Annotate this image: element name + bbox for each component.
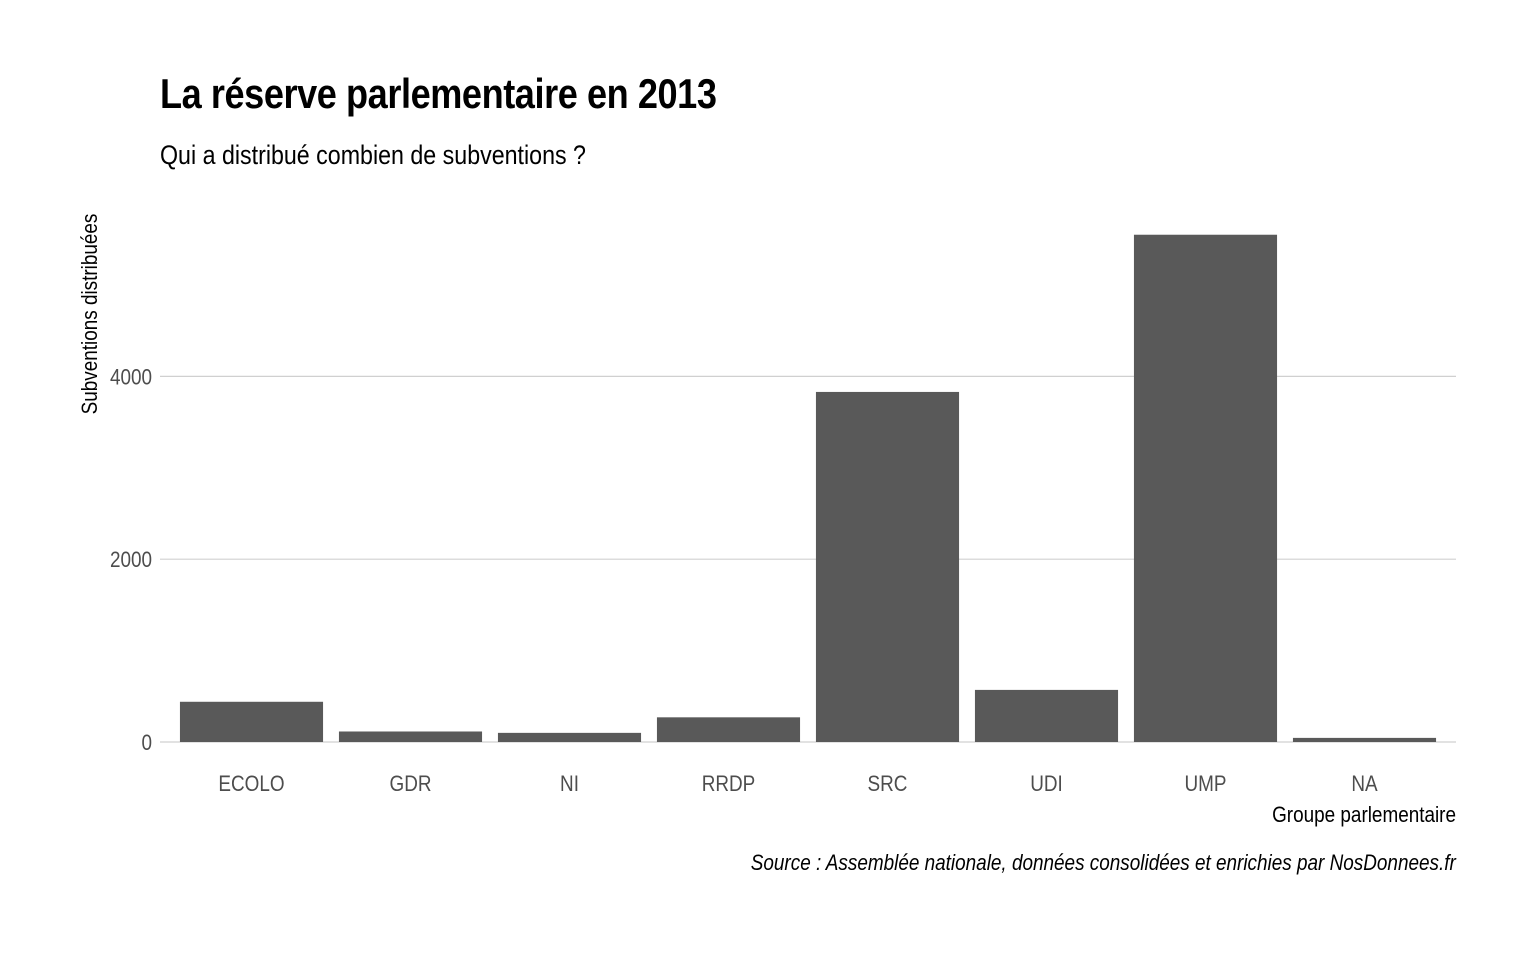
chart-caption: Source : Assemblée nationale, données co… <box>750 850 1456 875</box>
x-tick-label-udi: UDI <box>1030 772 1063 797</box>
x-tick-label-ni: NI <box>560 772 579 797</box>
bar-rrdp <box>656 717 801 742</box>
y-tick-label: 0 <box>141 731 152 756</box>
y-tick-labels: 0 2000 4000 <box>110 365 152 755</box>
x-tick-label-src: SRC <box>868 772 908 797</box>
bar-ump <box>1133 234 1278 743</box>
y-axis-label: Subventions distribuées <box>78 214 103 415</box>
x-tick-label-gdr: GDR <box>389 772 431 797</box>
x-tick-label-rrdp: RRDP <box>702 772 756 797</box>
x-tick-label-ump: UMP <box>1184 772 1226 797</box>
x-axis-label: Groupe parlementaire <box>1272 803 1456 828</box>
bar-ecolo <box>179 701 324 742</box>
x-tick-label-na: NA <box>1351 772 1378 797</box>
x-tick-label-ecolo: ECOLO <box>218 772 284 797</box>
chart-title: La réserve parlementaire en 2013 <box>160 70 717 117</box>
bar-na <box>1292 737 1437 742</box>
chart-subtitle: Qui a distribué combien de subventions ? <box>160 140 586 170</box>
bar-src <box>815 391 960 742</box>
x-tick-labels: ECOLO GDR NI RRDP SRC UDI UMP NA <box>218 772 1378 797</box>
bar-gdr <box>338 731 483 742</box>
bar-udi <box>974 689 1119 742</box>
bar-ni <box>497 732 642 742</box>
y-tick-label: 4000 <box>110 365 152 390</box>
y-tick-label: 2000 <box>110 548 152 573</box>
bars <box>179 234 1437 743</box>
